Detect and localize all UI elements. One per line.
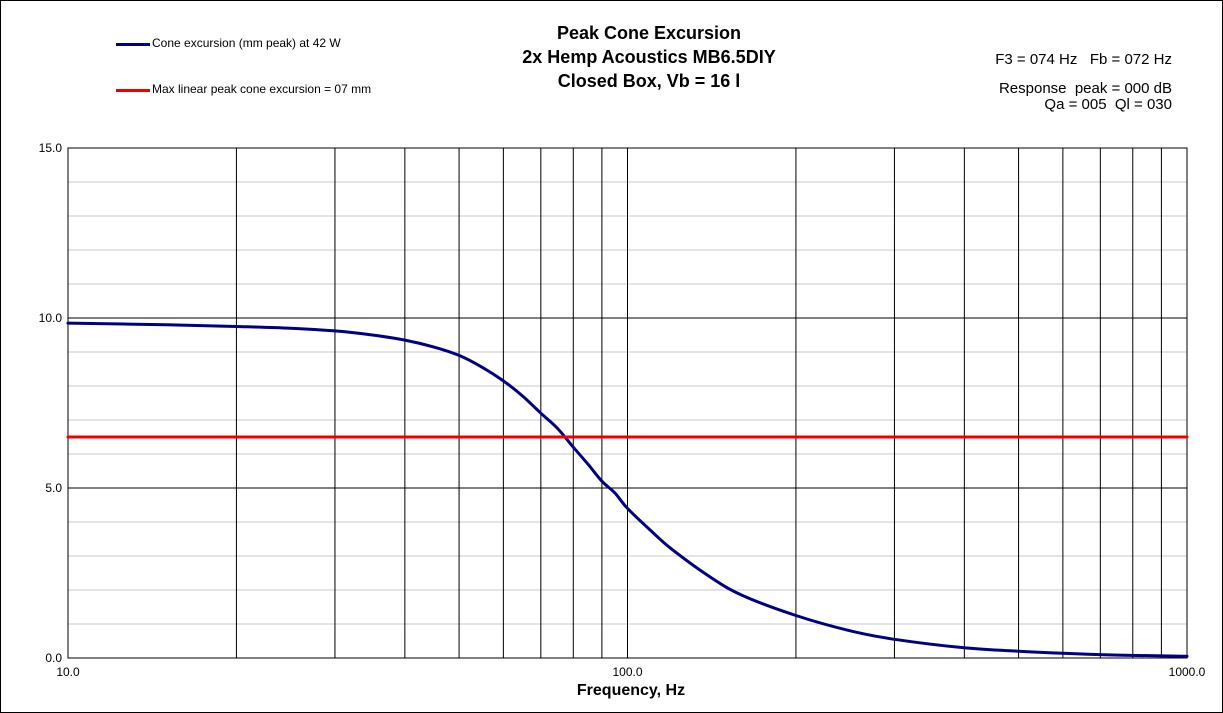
plot-border <box>67 147 1188 659</box>
y-tick-label: 5.0 <box>45 481 62 495</box>
chart-title-line-3: Closed Box, Vb = 16 l <box>557 71 741 91</box>
info-qa-ql: Qa = 005 Ql = 030 <box>1044 96 1172 113</box>
legend-label-max-linear: Max linear peak cone excursion = 07 mm <box>152 82 372 96</box>
info-f3-fb: F3 = 074 Hz Fb = 072 Hz <box>995 51 1172 68</box>
grid-major <box>67 147 1187 659</box>
series-line-excursion <box>66 321 1189 658</box>
legend-swatch-max-linear <box>116 89 150 92</box>
x-tick-label: 100.0 <box>612 665 642 679</box>
x-tick-label: 10.0 <box>56 665 80 679</box>
series-layer <box>66 321 1189 658</box>
legend-label-excursion: Cone excursion (mm peak) at 42 W <box>152 36 341 50</box>
x-axis-title: Frequency, Hz <box>576 682 686 699</box>
x-tick-label: 1000.0 <box>1169 665 1206 679</box>
tick-labels: 0.0 5.0 10.0 15.0 10.0 100.0 1000.0 <box>39 141 1206 679</box>
chart-title-line-1: Peak Cone Excursion <box>556 23 742 43</box>
y-tick-label: 10.0 <box>39 311 63 325</box>
legend-swatch-excursion <box>116 43 150 46</box>
info-response-peak: Response peak = 000 dB <box>998 80 1172 97</box>
y-tick-label: 0.0 <box>45 651 62 665</box>
chart-title-line-2: 2x Hemp Acoustics MB6.5DIY <box>522 47 776 67</box>
y-tick-label: 15.0 <box>39 141 63 155</box>
